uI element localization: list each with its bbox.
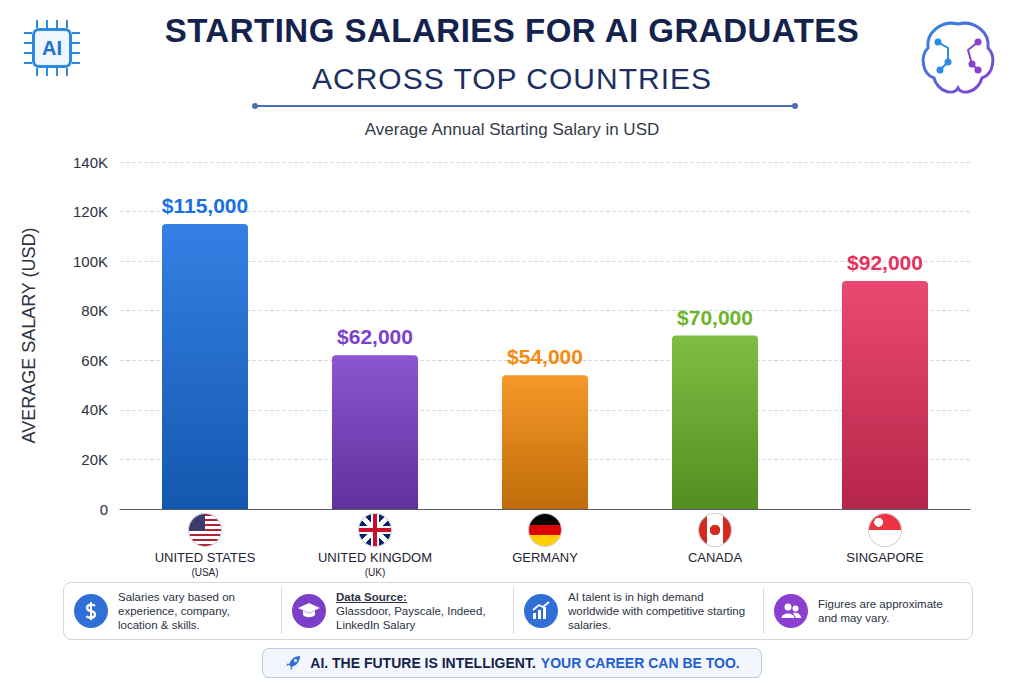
svg-text:UNITED KINGDOM: UNITED KINGDOM xyxy=(318,550,432,565)
svg-text:$70,000: $70,000 xyxy=(677,306,753,329)
svg-text:100K: 100K xyxy=(73,253,108,270)
svg-text:140K: 140K xyxy=(73,154,108,171)
html-text:Average Annual Starting Salary: Average Annual Starting Salary in USD xyxy=(364,120,660,139)
svg-text:$92,000: $92,000 xyxy=(847,251,923,274)
svg-text:CANADA: CANADA xyxy=(688,550,743,565)
svg-text:$54,000: $54,000 xyxy=(507,345,583,368)
svg-text:0: 0 xyxy=(100,501,108,518)
html-text:AI. THE FUTURE IS INTELLIGENT.: AI. THE FUTURE IS INTELLIGENT. YOUR CARE… xyxy=(310,655,740,671)
svg-text:80K: 80K xyxy=(81,302,108,319)
svg-text:60K: 60K xyxy=(81,352,108,369)
svg-text:GERMANY: GERMANY xyxy=(512,550,578,565)
html-text:AI: AI xyxy=(42,37,62,59)
svg-text:$62,000: $62,000 xyxy=(337,325,413,348)
svg-text:40K: 40K xyxy=(81,401,108,418)
svg-text:20K: 20K xyxy=(81,451,108,468)
svg-text:SINGAPORE: SINGAPORE xyxy=(846,550,924,565)
svg-text:(USA): (USA) xyxy=(191,567,218,578)
html-text:STARTING SALARIES FOR AI GRADU: STARTING SALARIES FOR AI GRADUATES xyxy=(164,12,860,49)
html-text:Salaries vary based on experie: Salaries vary based on experience, compa… xyxy=(118,591,235,631)
svg-text:UNITED STATES: UNITED STATES xyxy=(155,550,256,565)
html-text:ACROSS TOP COUNTRIES: ACROSS TOP COUNTRIES xyxy=(312,62,712,95)
svg-text:120K: 120K xyxy=(73,203,108,220)
svg-text:AVERAGE SALARY (USD): AVERAGE SALARY (USD) xyxy=(19,227,39,443)
html-text:Data Source:: Data Source: xyxy=(336,591,407,603)
html-text:Figures are approximate and ma: Figures are approximate and may vary. xyxy=(818,598,943,624)
svg-text:(UK): (UK) xyxy=(365,567,386,578)
svg-text:$115,000: $115,000 xyxy=(162,194,248,217)
html-text:Glassdoor, Payscale, Indeed, L: Glassdoor, Payscale, Indeed, LinkedIn Sa… xyxy=(336,605,486,631)
html-text:AI talent is in high demand wo: AI talent is in high demand worldwide wi… xyxy=(568,591,745,631)
